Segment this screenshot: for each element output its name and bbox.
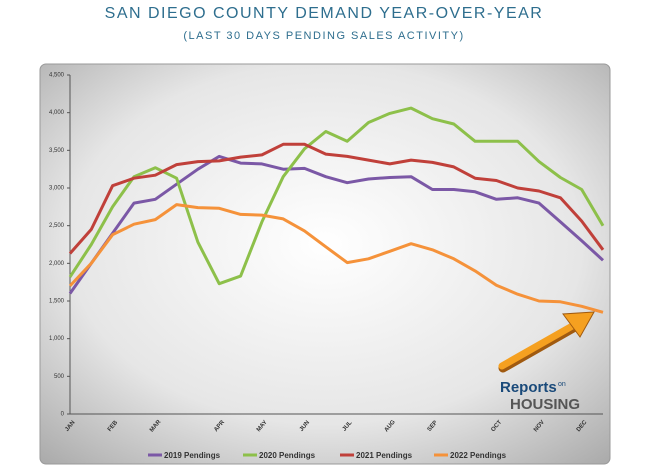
logo: Reports on HOUSING [500, 379, 580, 413]
legend-label: 2022 Pendings [450, 451, 507, 460]
series-line [68, 203, 604, 314]
y-tick-label: 500 [54, 374, 65, 380]
legend-label: 2020 Pendings [259, 451, 316, 460]
y-tick-label: 3,500 [49, 148, 65, 154]
legend-label: 2021 Pendings [356, 451, 413, 460]
y-tick-label: 1,500 [49, 299, 65, 305]
y-tick-label: 4,000 [49, 110, 65, 116]
y-tick-label: 1,000 [49, 336, 65, 342]
chart-subtitle: (LAST 30 DAYS PENDING SALES ACTIVITY) [183, 30, 464, 42]
series-line [68, 106, 605, 286]
logo-small: on [558, 381, 566, 388]
y-tick-label: 3,000 [49, 186, 65, 192]
arrow-head [562, 311, 595, 338]
chart-title: SAN DIEGO COUNTY DEMAND YEAR-OVER-YEAR [105, 5, 544, 22]
y-tick-label: 0 [61, 412, 65, 418]
logo-name: HOUSING [510, 396, 580, 413]
arrow-shaft [498, 321, 578, 370]
legend-label: 2019 Pendings [164, 451, 221, 460]
series-line [68, 154, 605, 295]
series-line [68, 142, 605, 255]
y-tick-label: 2,000 [49, 261, 65, 267]
arrow [498, 311, 595, 373]
plot: 0 500 1,000 1,500 2,000 2,500 3,000 3,500 4,000 4… [49, 73, 605, 460]
logo-brand: Reports [500, 379, 557, 396]
y-tick-label: 2,500 [49, 223, 65, 229]
y-tick-label: 4,500 [49, 73, 65, 79]
